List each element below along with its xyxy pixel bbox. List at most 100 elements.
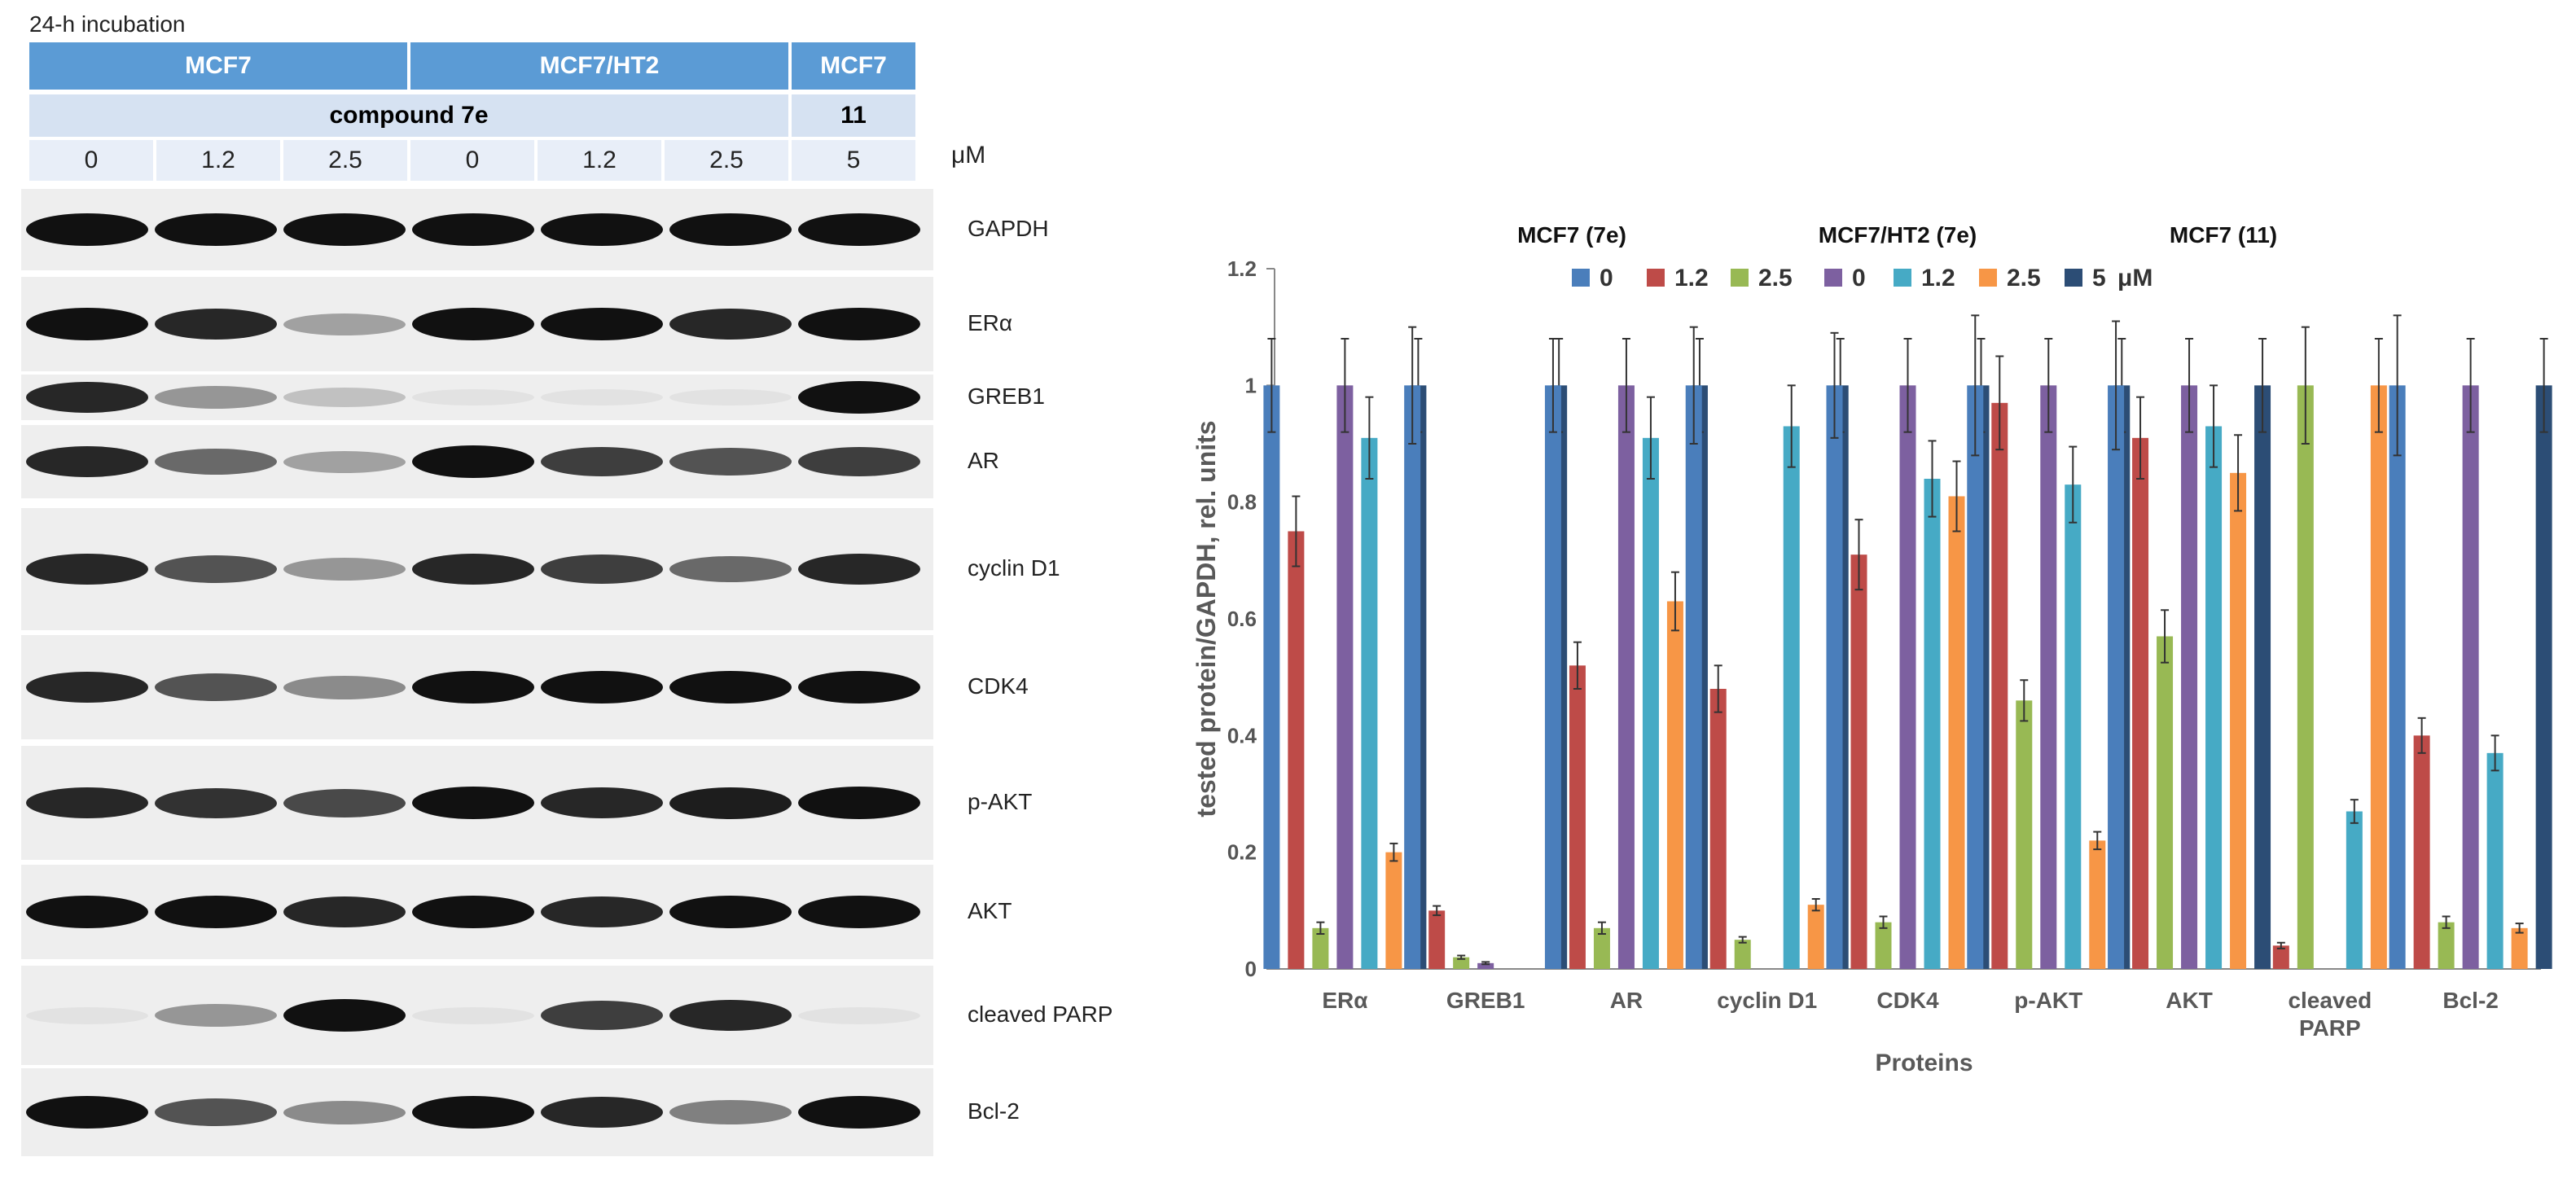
bar-chart: MCF7 (7e) MCF7/HT2 (7e) MCF7 (11) 0 1.2 2.5 0 1…	[1191, 222, 2552, 1076]
blot-band	[541, 447, 663, 476]
bar	[1826, 385, 1843, 969]
blot-band	[798, 896, 920, 928]
legend-unit: μM	[2117, 265, 2153, 291]
blot-band	[283, 1100, 406, 1124]
bar	[2272, 945, 2289, 969]
blot-band	[26, 896, 148, 928]
bar	[2065, 484, 2082, 969]
blot-band	[412, 896, 534, 928]
blot-band	[26, 382, 148, 413]
blot-band	[798, 308, 920, 340]
blot-label: GAPDH	[968, 216, 1049, 241]
bar	[2370, 385, 2387, 969]
blot-band	[541, 213, 663, 246]
blot-band	[26, 554, 148, 585]
blot-strip	[21, 1068, 933, 1156]
blot-band	[155, 309, 277, 340]
blot-strip	[21, 635, 933, 739]
blot-band	[155, 787, 277, 818]
blot-band	[283, 313, 406, 335]
concentration-unit: μM	[951, 142, 986, 169]
x-axis-title: Proteins	[1875, 1050, 1973, 1076]
blot-label: CDK4	[968, 673, 1029, 699]
blot-label: ERα	[968, 310, 1013, 335]
bar	[2297, 385, 2314, 969]
bar	[1288, 531, 1305, 969]
bar	[2040, 385, 2057, 969]
x-tick-label: cyclin D1	[1717, 988, 1817, 1013]
bar	[2254, 385, 2271, 969]
bar	[1361, 437, 1378, 969]
bar	[1783, 426, 1800, 969]
blot-band	[283, 388, 406, 407]
blot-band	[283, 450, 406, 473]
blot-band	[669, 1100, 792, 1124]
blot-strip	[21, 425, 933, 498]
blot-band	[798, 1096, 920, 1129]
concentration-cell-6: 5	[792, 140, 919, 181]
y-tick-label: 0.8	[1227, 490, 1257, 515]
x-tick-label: GREB1	[1446, 988, 1525, 1013]
bar	[1544, 385, 1561, 969]
bar	[1967, 385, 1984, 969]
blot-band	[541, 787, 663, 818]
compound-header-1: 11	[792, 94, 919, 137]
blot-band	[26, 446, 148, 477]
blot-band	[155, 673, 277, 701]
blot-band	[155, 896, 277, 928]
y-tick-label: 1.2	[1227, 256, 1257, 281]
y-tick-label: 1	[1245, 373, 1257, 397]
bar	[2230, 472, 2247, 969]
legend-group-title: MCF7 (11)	[2170, 222, 2277, 248]
blot-label: Bcl-2	[968, 1098, 1020, 1124]
blot-band	[669, 1000, 792, 1031]
blot-label: p-AKT	[968, 789, 1033, 814]
bar	[1685, 385, 1702, 969]
blot-band	[155, 1098, 277, 1126]
bar	[2108, 385, 2125, 969]
bar	[2511, 927, 2528, 969]
bar	[1263, 385, 1280, 969]
blot-band	[541, 1097, 663, 1128]
y-tick-label: 0.4	[1227, 723, 1257, 747]
y-axis-title: tested protein/GAPDH, rel. units	[1191, 420, 1221, 817]
cell-line-header-1: MCF7/HT2	[410, 42, 792, 90]
blot-band	[669, 556, 792, 582]
blot-band	[798, 213, 920, 246]
blot-band	[669, 213, 792, 246]
blot-band	[412, 213, 534, 246]
blot-band	[155, 213, 277, 246]
concentration-cell-4: 1.2	[538, 140, 665, 181]
blot-strip	[21, 508, 933, 630]
bar	[2016, 700, 2033, 969]
x-tick-label: PARP	[2299, 1015, 2361, 1041]
blot-band	[26, 672, 148, 703]
blot-band	[283, 558, 406, 581]
bar	[2462, 385, 2479, 969]
bar	[1948, 496, 1965, 969]
blot-band	[412, 1006, 534, 1024]
concentration-cell-3: 0	[410, 140, 538, 181]
bar	[1593, 927, 1610, 969]
blot-label: AR	[968, 448, 999, 473]
bar	[1569, 665, 1586, 969]
blot-band	[412, 1096, 534, 1129]
x-tick-label: Bcl-2	[2442, 988, 2498, 1013]
legend-swatch	[1731, 269, 1749, 287]
legend-swatch	[1894, 269, 1911, 287]
legend-label: 1.2	[1921, 265, 1955, 291]
blot-band	[798, 1006, 920, 1024]
blot-strip	[21, 865, 933, 959]
blot-band	[541, 308, 663, 340]
blot-label: AKT	[968, 898, 1012, 923]
bar	[2157, 636, 2174, 969]
blot-band	[798, 381, 920, 414]
legend-label: 1.2	[1674, 265, 1709, 291]
x-tick-label: AKT	[2166, 988, 2213, 1013]
x-tick-label: p-AKT	[2014, 988, 2082, 1013]
blot-band	[155, 1004, 277, 1027]
bar	[1428, 910, 1446, 969]
x-tick-label: cleaved	[2288, 988, 2372, 1013]
x-tick-label: CDK4	[1876, 988, 1939, 1013]
concentration-cell-1: 1.2	[156, 140, 283, 181]
